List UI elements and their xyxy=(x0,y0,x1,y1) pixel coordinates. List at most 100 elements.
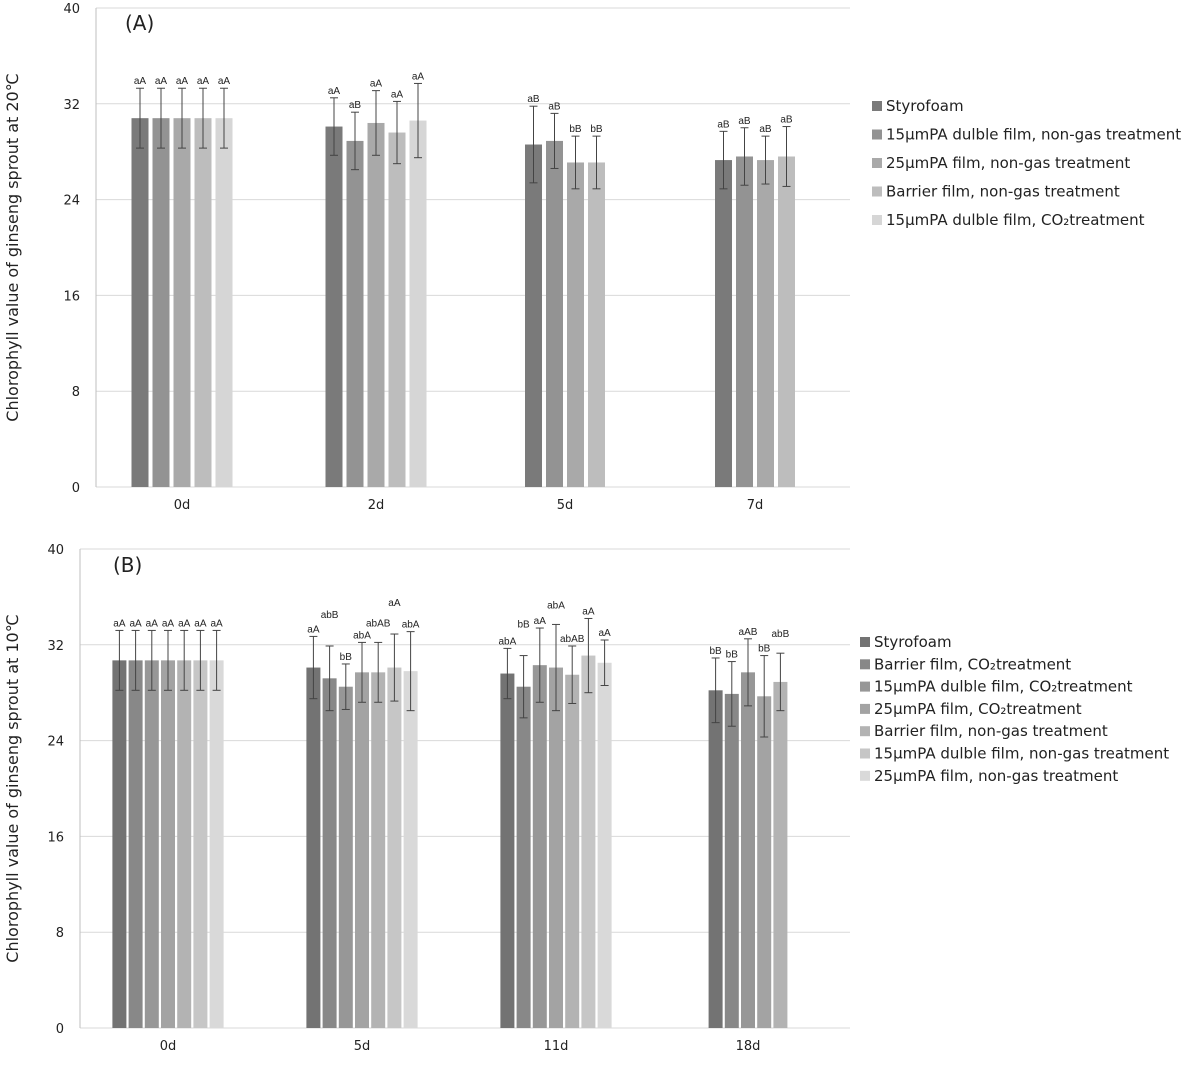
x-tick-label: 18d xyxy=(736,1039,761,1054)
bar xyxy=(500,673,515,1028)
significance-label: aA xyxy=(370,79,383,90)
panel-b: 0 8 16 24 32 40 Chlorophyll value of ginseng s… xyxy=(3,543,1169,1054)
legend-label: Styrofoam xyxy=(874,633,952,651)
bar xyxy=(388,132,406,488)
legend-swatch xyxy=(872,186,882,197)
significance-label: abA xyxy=(353,630,371,641)
bar xyxy=(708,690,723,1028)
panel-label: (B) xyxy=(113,553,142,577)
significance-label: bB xyxy=(709,646,722,657)
legend-label: Barrier film, non-gas treatment xyxy=(874,722,1108,740)
legend-swatch xyxy=(860,770,870,781)
significance-label: bB xyxy=(569,124,582,135)
significance-label: aA xyxy=(388,598,401,609)
significance-label: abB xyxy=(772,629,790,640)
bar xyxy=(306,667,321,1028)
significance-label: abA xyxy=(499,636,517,647)
bar xyxy=(588,162,605,488)
bar xyxy=(736,156,753,488)
bar xyxy=(516,686,531,1028)
bar xyxy=(741,672,755,1028)
x-tick-label: 5d xyxy=(557,498,574,513)
legend-swatch xyxy=(860,637,870,647)
significance-label: aA xyxy=(210,618,223,629)
bar xyxy=(371,672,386,1028)
significance-label: bB xyxy=(590,124,603,135)
bar xyxy=(209,660,224,1028)
y-tick-label: 24 xyxy=(47,735,64,750)
significance-label: bB xyxy=(340,652,353,663)
bar xyxy=(525,144,542,487)
significance-label: aB xyxy=(717,119,730,130)
y-tick-label: 40 xyxy=(47,543,64,558)
significance-label: abB xyxy=(321,610,339,621)
x-tick-label: 2d xyxy=(368,498,385,513)
significance-label: aAB xyxy=(739,627,758,638)
significance-label: aA xyxy=(218,76,231,87)
significance-label: abAB xyxy=(560,634,585,645)
significance-label: aA xyxy=(178,618,191,629)
legend-label: 15μmPA dulble film, non-gas treatment xyxy=(886,126,1181,144)
y-axis-label: Chlorophyll value of ginseng sprout at 2… xyxy=(3,73,22,421)
legend-label: 15μmPA dulble film, non-gas treatment xyxy=(874,745,1169,763)
significance-label: aB xyxy=(548,101,561,112)
legend-swatch xyxy=(872,158,882,168)
bar xyxy=(715,160,732,487)
legend-label: 25μmPA film, CO₂treatment xyxy=(874,700,1082,718)
bar xyxy=(152,118,170,488)
bar xyxy=(144,660,159,1028)
significance-label: aB xyxy=(349,100,362,111)
x-tick-label: 5d xyxy=(354,1039,371,1054)
legend-label: Barrier film, CO₂treatment xyxy=(874,655,1071,673)
bar xyxy=(532,665,547,1028)
legend-label: 15μmPA dulble film, CO₂treatment xyxy=(874,678,1133,696)
bar xyxy=(177,660,192,1028)
y-axis-label: Chlorophyll value of ginseng sprout at 1… xyxy=(3,614,22,962)
bar xyxy=(194,118,212,488)
significance-label: abA xyxy=(402,620,420,631)
legend-label: Barrier film, non-gas treatment xyxy=(886,183,1120,201)
bar xyxy=(355,672,369,1028)
y-tick-label: 40 xyxy=(63,2,80,17)
significance-label: aA xyxy=(155,76,168,87)
significance-label: aA xyxy=(162,618,175,629)
significance-label: aA xyxy=(412,71,425,82)
x-tick-label: 7d xyxy=(747,498,764,513)
panel-label: (A) xyxy=(125,11,154,35)
legend-label: 15μmPA dulble film, CO₂treatment xyxy=(886,211,1145,229)
bar xyxy=(131,118,149,488)
significance-label: aA xyxy=(307,624,320,635)
significance-label: aA xyxy=(129,618,142,629)
bar xyxy=(597,662,612,1028)
bar xyxy=(367,122,385,488)
significance-label: aB xyxy=(759,124,772,135)
bar xyxy=(757,160,774,487)
legend-swatch xyxy=(860,748,870,759)
bar xyxy=(338,686,353,1028)
legend-swatch xyxy=(872,129,882,140)
legend-swatch xyxy=(872,101,882,111)
y-tick-label: 0 xyxy=(56,1022,64,1037)
bar xyxy=(161,660,175,1028)
bar xyxy=(322,678,337,1028)
legend-swatch xyxy=(860,726,870,737)
bar xyxy=(325,126,343,488)
bar xyxy=(403,671,418,1028)
bar xyxy=(112,660,127,1028)
bar xyxy=(778,156,795,488)
bar xyxy=(173,118,191,488)
legend-swatch xyxy=(860,659,870,670)
y-tick-label: 8 xyxy=(56,926,64,941)
y-tick-label: 24 xyxy=(63,194,80,209)
bar xyxy=(409,120,427,487)
bar xyxy=(346,140,364,488)
significance-label: aA xyxy=(534,616,547,627)
significance-label: aA xyxy=(391,89,404,100)
y-tick-label: 16 xyxy=(47,830,64,845)
bar xyxy=(387,667,402,1028)
panel-a: 0 8 16 24 32 40 Chlorophyll value of ginseng s… xyxy=(3,2,1181,513)
bar xyxy=(215,118,233,488)
significance-label: abAB xyxy=(366,618,391,629)
bar xyxy=(581,655,596,1028)
